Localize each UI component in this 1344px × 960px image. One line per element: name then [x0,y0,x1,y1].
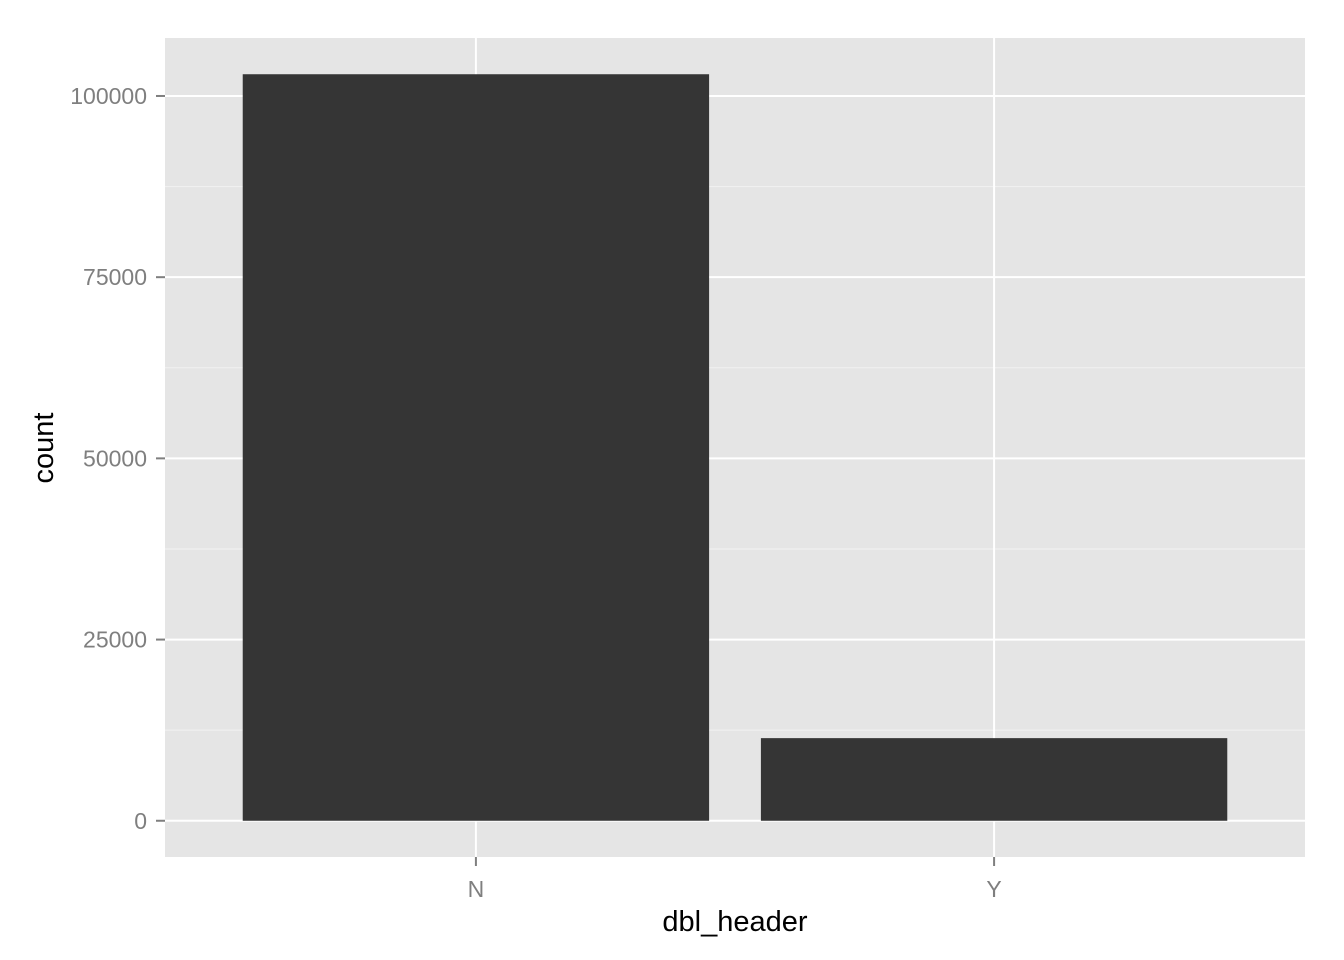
bars [242,74,1228,821]
y-tick-label: 100000 [70,83,147,109]
x-tick-label: Y [986,876,1001,902]
bar-N [242,74,710,821]
x-tick-label: N [468,876,485,902]
x-axis-title: dbl_header [662,906,807,938]
y-tick-label: 50000 [83,445,147,471]
bar-Y [760,738,1228,821]
y-tick-label: 75000 [83,264,147,290]
y-tick-label: 0 [134,808,147,834]
y-axis-title: count [28,413,60,484]
y-axis-ticks: 0 25000 50000 75000 100000 [70,83,165,834]
y-tick-label: 25000 [83,627,147,653]
